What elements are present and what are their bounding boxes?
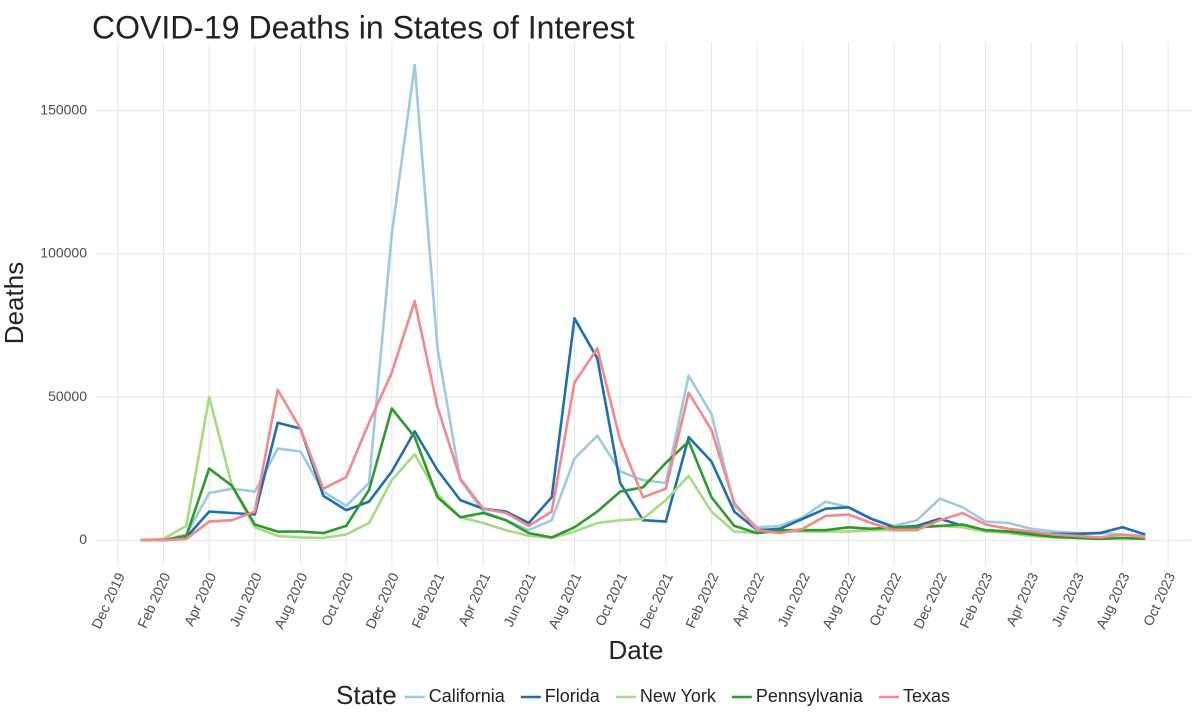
legend-title: State (336, 680, 397, 710)
y-tick-label: 0 (79, 531, 87, 547)
legend-label: New York (640, 686, 717, 706)
x-tick-label: Feb 2021 (408, 570, 448, 631)
x-tick-label: Apr 2022 (729, 570, 768, 628)
x-tick-label: Apr 2023 (1003, 570, 1042, 628)
y-tick-label: 100000 (40, 245, 87, 261)
series-line (140, 63, 1146, 542)
x-tick-label: Aug 2020 (271, 570, 311, 631)
x-axis-label: Date (609, 635, 664, 665)
x-tick-label: Oct 2020 (318, 570, 357, 628)
x-tick-label: Dec 2021 (636, 570, 676, 631)
x-tick-label: Jun 2023 (1048, 570, 1087, 629)
y-tick-label: 150000 (40, 101, 87, 117)
series-line (140, 317, 1146, 542)
legend-label: Florida (545, 686, 601, 706)
x-tick-label: Oct 2022 (866, 570, 905, 628)
x-tick-label: Jun 2021 (500, 570, 539, 629)
legend-label: Pennsylvania (756, 686, 864, 706)
x-tick-label: Feb 2022 (682, 570, 722, 631)
x-tick-label: Dec 2019 (88, 570, 128, 631)
series-line (140, 395, 1146, 542)
x-tick-label: Aug 2023 (1093, 570, 1133, 631)
legend-label: Texas (903, 686, 950, 706)
x-tick-label: Aug 2021 (545, 570, 585, 631)
x-tick-label: Jun 2022 (774, 570, 813, 629)
legend: State California Florida New York Pennsylvan… (336, 680, 950, 710)
x-tick-label: Apr 2020 (181, 570, 220, 628)
y-tick-label: 50000 (48, 388, 87, 404)
x-tick-label: Apr 2021 (455, 570, 494, 628)
x-tick-label: Dec 2020 (362, 570, 402, 631)
x-tick-label: Feb 2023 (956, 570, 996, 631)
series-line (140, 407, 1146, 542)
x-tick-label: Aug 2022 (819, 570, 859, 631)
legend-label: California (429, 686, 506, 706)
x-tick-label: Oct 2023 (1140, 570, 1179, 628)
y-axis-label: Deaths (0, 262, 29, 344)
x-tick-label: Oct 2021 (592, 570, 631, 628)
x-tick-label: Dec 2022 (910, 570, 950, 631)
x-tick-label: Jun 2020 (226, 570, 265, 629)
series-line (140, 299, 1146, 542)
chart-title: COVID-19 Deaths in States of Interest (92, 9, 635, 45)
x-tick-label: Feb 2020 (134, 570, 174, 631)
grid (95, 42, 1191, 566)
